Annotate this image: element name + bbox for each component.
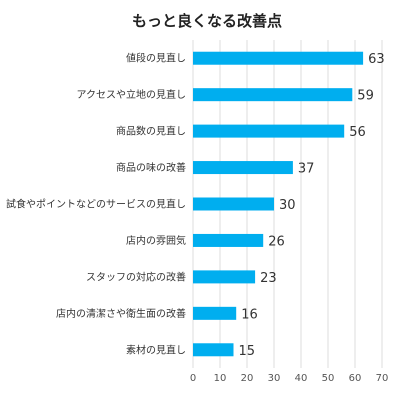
bars [193, 51, 364, 357]
x-tick-label: 30 [268, 373, 281, 384]
data-label: 59 [357, 89, 374, 104]
x-axis-ticks: 0 10 20 30 40 50 60 70 [190, 373, 389, 384]
bar-2 [193, 124, 345, 138]
bar-3 [193, 161, 293, 175]
x-tick-label: 10 [214, 373, 227, 384]
data-label: 30 [279, 198, 296, 213]
bar-7 [193, 306, 237, 320]
bar-0 [193, 51, 364, 65]
x-tick-label: 40 [295, 373, 308, 384]
x-tick-label: 0 [190, 373, 196, 384]
bar-1 [193, 88, 353, 102]
category-label: 商品の味の改善 [116, 161, 186, 174]
category-label: 値段の見直し [126, 52, 186, 65]
category-label: 試食やポイントなどのサービスの見直し [6, 198, 186, 211]
data-label: 26 [268, 234, 285, 249]
category-label: アクセスや立地の見直し [77, 88, 187, 101]
x-tick-label: 70 [376, 373, 389, 384]
value-labels: 63 59 56 37 30 26 23 16 15 [239, 52, 385, 359]
x-tick-label: 50 [322, 373, 335, 384]
data-label: 15 [239, 344, 256, 359]
data-label: 63 [368, 52, 385, 67]
data-label: 56 [349, 125, 366, 140]
x-tick-label: 20 [241, 373, 254, 384]
chart-title: もっと良くなる改善点 [132, 12, 282, 30]
bar-8 [193, 343, 234, 357]
bar-6 [193, 270, 256, 284]
category-label: 商品数の見直し [116, 125, 186, 138]
category-label: スタッフの対応の改善 [86, 270, 186, 283]
category-label: 店内の清潔さや衛生面の改善 [56, 307, 186, 320]
x-tick-label: 60 [349, 373, 362, 384]
bar-4 [193, 197, 274, 211]
data-label: 23 [260, 271, 277, 286]
data-label: 37 [298, 162, 315, 177]
category-label: 素材の見直し [126, 343, 186, 356]
data-label: 16 [241, 307, 258, 322]
category-labels: 値段の見直しアクセスや立地の見直し商品数の見直し商品の味の改善試食やポイントなど… [6, 52, 186, 357]
category-label: 店内の雰囲気 [126, 234, 186, 247]
bar-5 [193, 233, 264, 247]
